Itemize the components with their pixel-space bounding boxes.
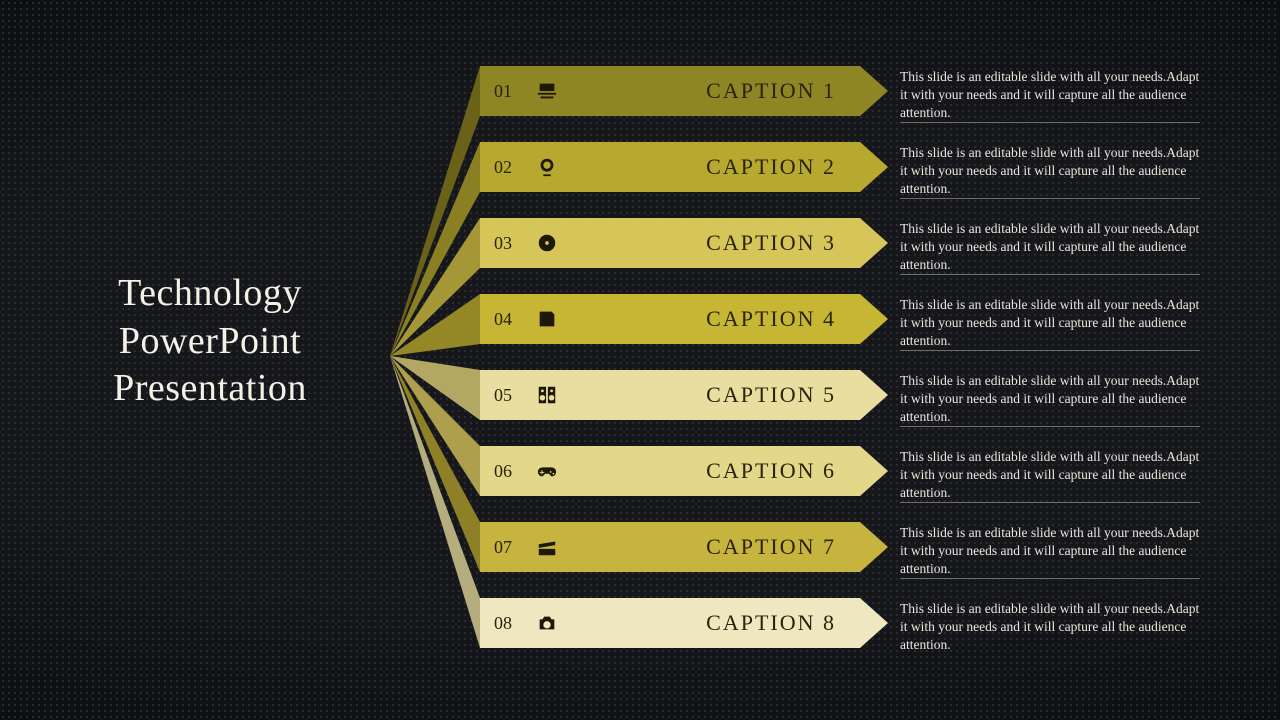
- list-row: 07 CAPTION 7 This slide is an editable sli…: [360, 522, 1240, 598]
- arrow-head: [860, 598, 888, 648]
- row-caption: CAPTION 2: [560, 154, 842, 180]
- row-number: 05: [494, 385, 524, 406]
- camera-icon: [534, 610, 560, 636]
- row-description: This slide is an editable slide with all…: [900, 68, 1200, 123]
- title-line-3: Presentation: [113, 367, 307, 409]
- slide: Technology PowerPoint Presentation 01 CAP…: [0, 0, 1280, 720]
- arrow-head: [860, 294, 888, 344]
- arrow-body: 04 CAPTION 4: [480, 294, 860, 344]
- row-description: This slide is an editable slide with all…: [900, 372, 1200, 427]
- row-description: This slide is an editable slide with all…: [900, 220, 1200, 275]
- row-description: This slide is an editable slide with all…: [900, 524, 1200, 579]
- title-line-2: PowerPoint: [119, 320, 301, 362]
- arrow-bar: 08 CAPTION 8: [480, 598, 888, 648]
- row-divider: [900, 122, 1200, 123]
- arrow-head: [860, 370, 888, 420]
- arrow-bar: 03 CAPTION 3: [480, 218, 888, 268]
- row-description: This slide is an editable slide with all…: [900, 296, 1200, 351]
- title-line-1: Technology: [118, 272, 302, 314]
- arrow-head: [860, 446, 888, 496]
- row-number: 01: [494, 81, 524, 102]
- row-caption: CAPTION 1: [560, 78, 842, 104]
- list-row: 01 CAPTION 1 This slide is an editable sli…: [360, 66, 1240, 142]
- list-row: 04 CAPTION 4 This slide is an editable sli…: [360, 294, 1240, 370]
- row-number: 03: [494, 233, 524, 254]
- row-number: 07: [494, 537, 524, 558]
- speakers-icon: [534, 382, 560, 408]
- row-description: This slide is an editable slide with all…: [900, 144, 1200, 199]
- arrow-bar: 05 CAPTION 5: [480, 370, 888, 420]
- arrow-head: [860, 522, 888, 572]
- row-caption: CAPTION 5: [560, 382, 842, 408]
- floppy-icon: [534, 306, 560, 332]
- row-divider: [900, 578, 1200, 579]
- webcam-icon: [534, 154, 560, 180]
- arrow-body: 03 CAPTION 3: [480, 218, 860, 268]
- row-number: 08: [494, 613, 524, 634]
- row-number: 06: [494, 461, 524, 482]
- list-row: 05 CAPTION 5 This slide is an editable sli…: [360, 370, 1240, 446]
- row-number: 04: [494, 309, 524, 330]
- row-caption: CAPTION 3: [560, 230, 842, 256]
- list-row: 08 CAPTION 8 This slide is an editable sli…: [360, 598, 1240, 674]
- row-number: 02: [494, 157, 524, 178]
- arrow-head: [860, 66, 888, 116]
- arrow-bar: 06 CAPTION 6: [480, 446, 888, 496]
- row-divider: [900, 198, 1200, 199]
- arrow-bar: 02 CAPTION 2: [480, 142, 888, 192]
- row-divider: [900, 350, 1200, 351]
- arrow-body: 07 CAPTION 7: [480, 522, 860, 572]
- arrow-head: [860, 218, 888, 268]
- row-caption: CAPTION 8: [560, 610, 842, 636]
- row-divider: [900, 426, 1200, 427]
- typewriter-icon: [534, 78, 560, 104]
- row-divider: [900, 502, 1200, 503]
- row-caption: CAPTION 7: [560, 534, 842, 560]
- row-description: This slide is an editable slide with all…: [900, 600, 1200, 655]
- row-caption: CAPTION 4: [560, 306, 842, 332]
- row-divider: [900, 274, 1200, 275]
- row-caption: CAPTION 6: [560, 458, 842, 484]
- arrow-bar: 07 CAPTION 7: [480, 522, 888, 572]
- list-row: 06 CAPTION 6 This slide is an editable sli…: [360, 446, 1240, 522]
- list-row: 02 CAPTION 2 This slide is an editable sli…: [360, 142, 1240, 218]
- arrow-bar: 01 CAPTION 1: [480, 66, 888, 116]
- arrow-body: 05 CAPTION 5: [480, 370, 860, 420]
- arrow-head: [860, 142, 888, 192]
- arrow-list: 01 CAPTION 1 This slide is an editable sli…: [360, 66, 1240, 674]
- arrow-body: 06 CAPTION 6: [480, 446, 860, 496]
- gamepad-icon: [534, 458, 560, 484]
- arrow-body: 01 CAPTION 1: [480, 66, 860, 116]
- disc-icon: [534, 230, 560, 256]
- slide-title: Technology PowerPoint Presentation: [60, 270, 360, 413]
- arrow-bar: 04 CAPTION 4: [480, 294, 888, 344]
- clapper-icon: [534, 534, 560, 560]
- row-description: This slide is an editable slide with all…: [900, 448, 1200, 503]
- arrow-body: 08 CAPTION 8: [480, 598, 860, 648]
- list-row: 03 CAPTION 3 This slide is an editable sli…: [360, 218, 1240, 294]
- arrow-body: 02 CAPTION 2: [480, 142, 860, 192]
